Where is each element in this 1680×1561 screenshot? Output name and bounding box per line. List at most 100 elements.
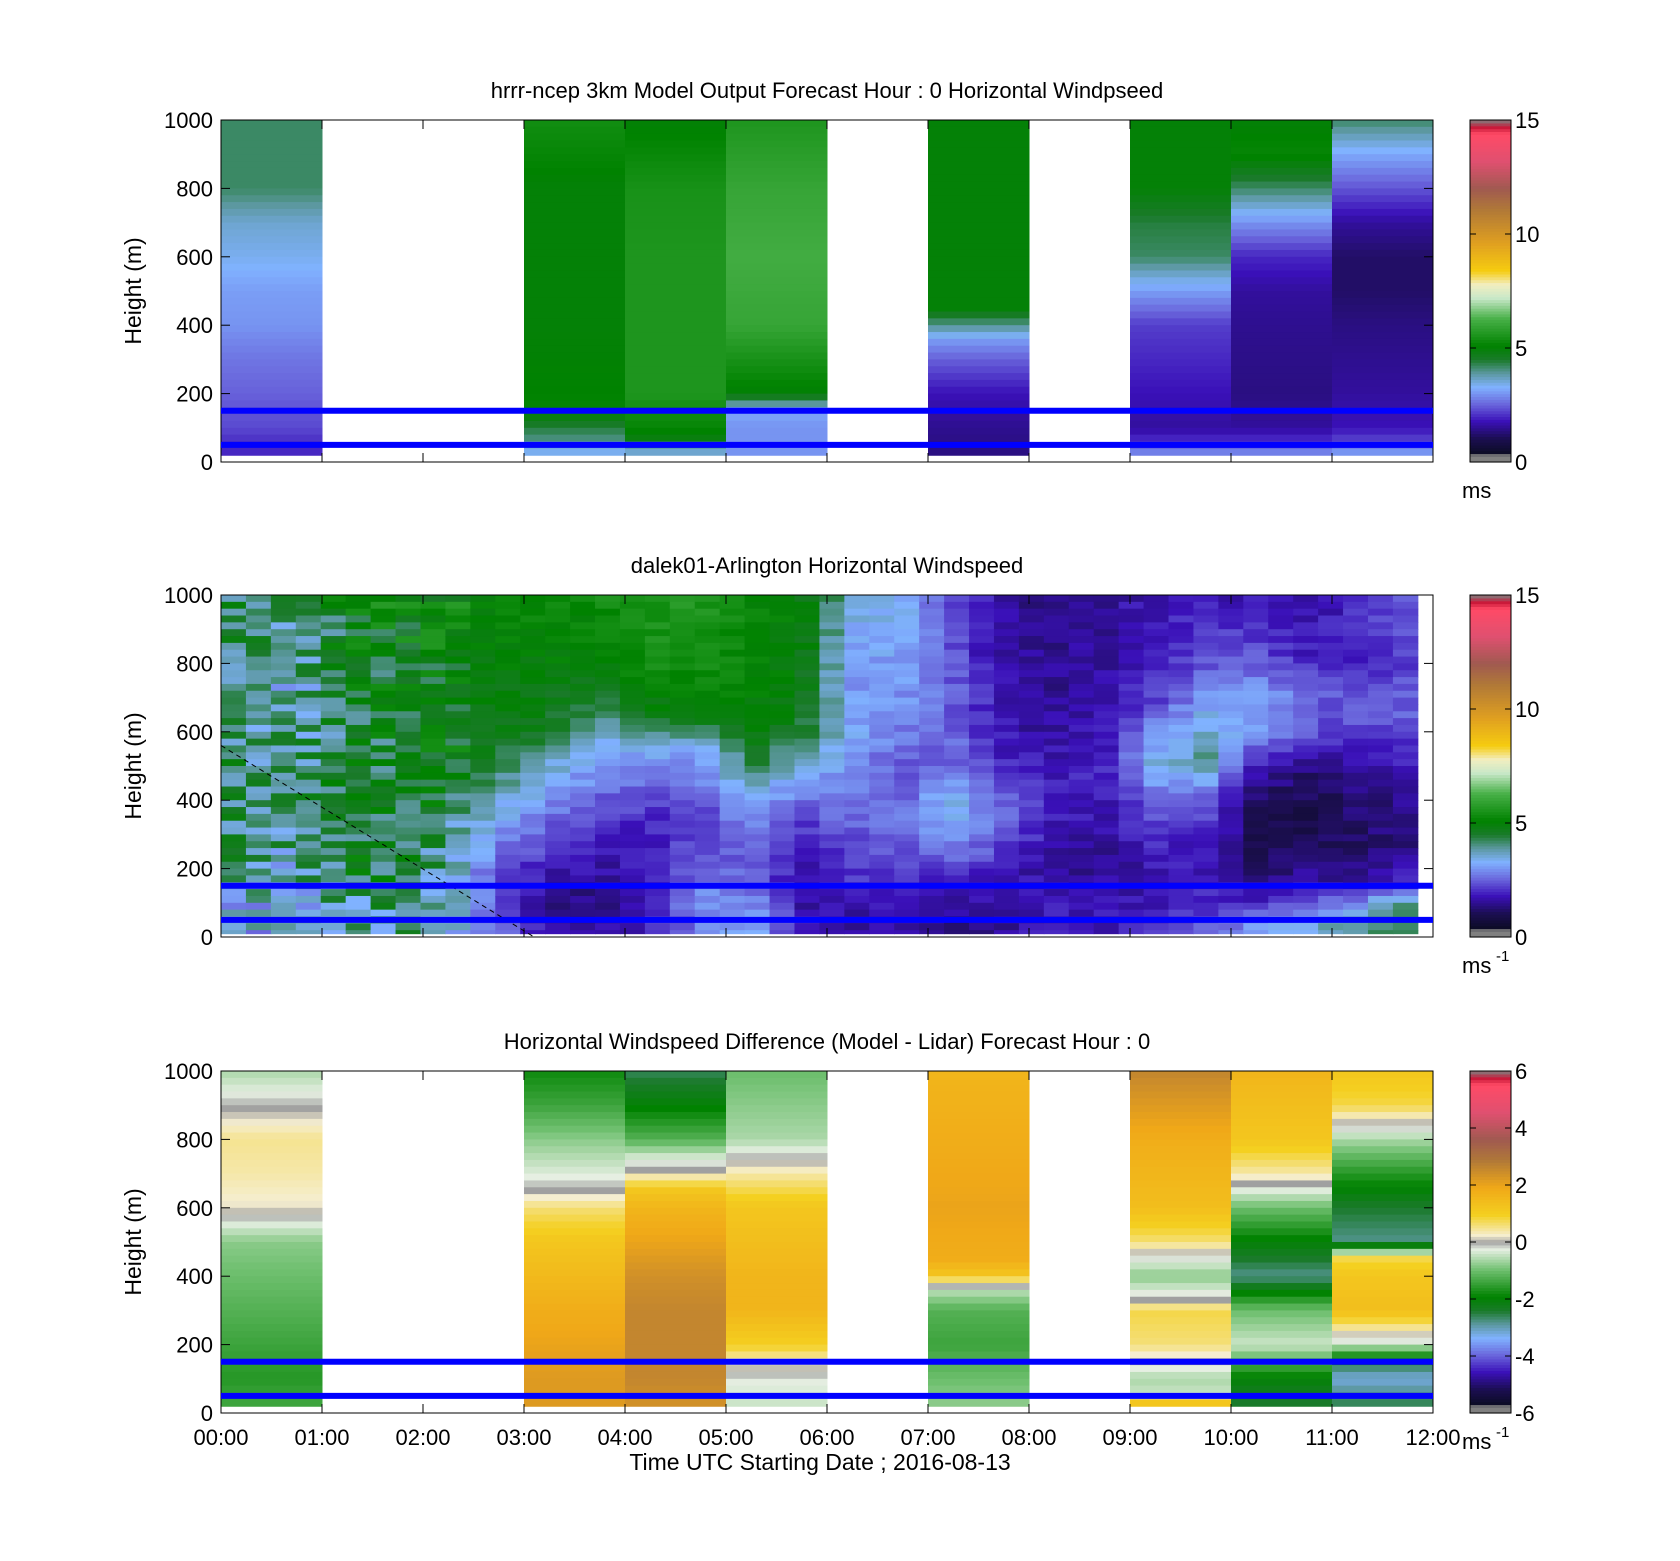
heatmap-cell — [524, 1173, 626, 1182]
heatmap-cell — [894, 848, 920, 856]
heatmap-cell — [769, 889, 795, 897]
heatmap-cell — [221, 1221, 323, 1229]
heatmap-cell — [993, 731, 1020, 740]
heatmap-cell — [370, 813, 397, 822]
heatmap-cell — [1318, 663, 1344, 671]
heatmap-cell — [894, 622, 920, 630]
heatmap-cell — [524, 414, 626, 422]
heatmap-cell — [1268, 724, 1294, 733]
colorbar-segment — [1470, 1076, 1511, 1081]
heatmap-cell — [1018, 677, 1045, 685]
heatmap-cell — [1068, 889, 1095, 897]
heatmap-cell — [769, 930, 795, 935]
heatmap-cell — [844, 656, 870, 664]
heatmap-cell — [794, 615, 820, 623]
heatmap-cell — [445, 813, 471, 822]
colorbar-segment — [1470, 882, 1511, 887]
heatmap-cell — [1231, 1084, 1333, 1093]
heatmap-cell — [726, 147, 828, 155]
heatmap-cell — [1168, 875, 1194, 883]
heatmap-cell — [969, 834, 995, 842]
heatmap-cell — [944, 711, 970, 719]
heatmap-cell — [993, 615, 1020, 623]
heatmap-cell — [726, 400, 828, 408]
colorbar-segment — [1470, 734, 1511, 739]
heatmap-cell — [969, 745, 995, 753]
heatmap-cell — [395, 711, 421, 719]
heatmap-cell — [644, 861, 671, 870]
heatmap-cell — [470, 841, 496, 849]
heatmap-cell — [495, 629, 521, 637]
heatmap-cell — [495, 690, 521, 699]
heatmap-cell — [395, 595, 421, 603]
heatmap-cell — [345, 854, 372, 863]
heatmap-cell — [1093, 800, 1120, 808]
heatmap-cell — [819, 820, 845, 829]
heatmap-cell — [694, 848, 721, 856]
heatmap-cell — [694, 930, 721, 935]
heatmap-cell — [320, 807, 347, 815]
heatmap-cell — [1318, 813, 1344, 822]
colorbar-unit: ms — [1462, 1429, 1491, 1454]
heatmap-cell — [869, 875, 895, 883]
heatmap-cell — [1168, 636, 1194, 644]
heatmap-cell — [1343, 595, 1369, 603]
heatmap-cell — [221, 895, 247, 904]
heatmap-cell — [345, 759, 372, 767]
heatmap-cell — [726, 1289, 828, 1298]
heatmap-cell — [726, 1173, 828, 1182]
heatmap-cell — [794, 697, 820, 706]
heatmap-cell — [1168, 848, 1194, 856]
heatmap-cell — [619, 718, 646, 726]
heatmap-cell — [295, 718, 322, 726]
heatmap-cell — [819, 909, 845, 918]
heatmap-cell — [719, 656, 746, 664]
heatmap-cell — [595, 923, 621, 931]
heatmap-cell — [625, 393, 727, 402]
heatmap-cell — [794, 786, 820, 794]
heatmap-cell — [221, 1071, 323, 1079]
heatmap-cell — [625, 195, 727, 203]
heatmap-cell — [221, 1139, 323, 1147]
colorbar-segment — [1470, 154, 1511, 158]
heatmap-cell — [894, 629, 920, 637]
heatmap-cell — [1218, 895, 1244, 904]
heatmap-cell — [1293, 875, 1319, 883]
heatmap-cell — [625, 263, 727, 272]
heatmap-cell — [644, 649, 671, 658]
heatmap-cell — [1293, 636, 1319, 644]
heatmap-cell — [1293, 786, 1319, 794]
heatmap-cell — [1130, 174, 1232, 183]
lidar-column — [644, 595, 671, 935]
heatmap-cell — [726, 133, 828, 142]
heatmap-cell — [694, 889, 721, 897]
heatmap-cell — [595, 615, 621, 623]
y-tick-label: 600 — [176, 1196, 213, 1221]
colorbar-segment — [1470, 199, 1511, 204]
heatmap-cell — [769, 670, 795, 678]
x-tick-label: 06:00 — [799, 1425, 854, 1450]
heatmap-cell — [1343, 601, 1369, 610]
heatmap-cell — [1130, 304, 1232, 313]
heatmap-cell — [295, 807, 322, 815]
heatmap-cell — [1093, 841, 1120, 849]
heatmap-cell — [726, 434, 828, 443]
heatmap-cell — [944, 861, 970, 870]
heatmap-cell — [1118, 895, 1145, 904]
heatmap-cell — [520, 601, 546, 610]
heatmap-cell — [420, 766, 446, 774]
heatmap-cell — [221, 1344, 323, 1353]
heatmap-cell — [1231, 1344, 1333, 1353]
heatmap-cell — [470, 923, 496, 931]
heatmap-cell — [495, 663, 521, 671]
heatmap-cell — [1118, 649, 1145, 658]
heatmap-cell — [1143, 752, 1169, 760]
heatmap-cell — [1193, 766, 1219, 774]
heatmap-cell — [524, 434, 626, 443]
heatmap-cell — [1392, 752, 1419, 760]
heatmap-cell — [1068, 731, 1095, 740]
panel-title: hrrr-ncep 3km Model Output Forecast Hour… — [491, 78, 1164, 103]
heatmap-cell — [625, 1105, 727, 1113]
heatmap-cell — [270, 642, 297, 651]
